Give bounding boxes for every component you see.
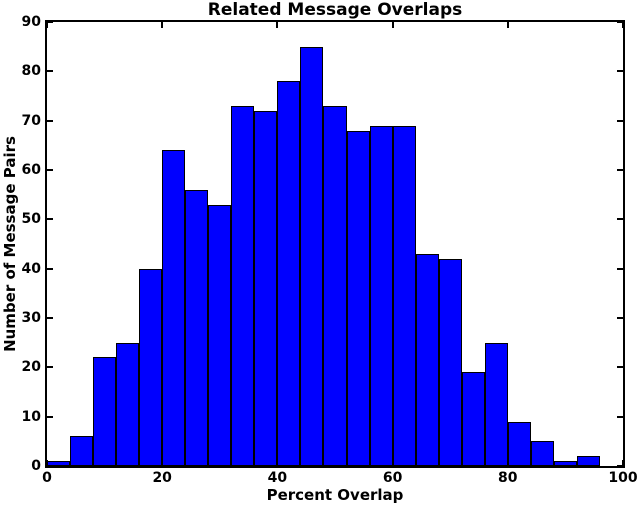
tick-mark: [617, 267, 623, 270]
tick-mark: [617, 119, 623, 122]
histogram-bar: [553, 461, 577, 466]
x-tick-label: 60: [382, 470, 403, 486]
y-tick-label: 40: [21, 260, 41, 277]
tick-mark: [391, 22, 394, 28]
histogram-bar: [139, 268, 163, 466]
y-tick-label: 80: [21, 63, 41, 80]
y-tick-label: 20: [21, 359, 41, 376]
histogram-bar: [507, 421, 531, 466]
tick-mark: [47, 317, 53, 319]
tick-mark: [161, 22, 164, 28]
y-tick-label: 10: [21, 408, 41, 425]
x-axis-label: Percent Overlap: [266, 486, 404, 504]
x-tick-label: 80: [498, 470, 518, 486]
y-tick-label: 30: [21, 310, 41, 326]
histogram-bar: [162, 150, 186, 466]
tick-mark: [617, 317, 623, 319]
tick-mark: [47, 218, 53, 221]
tick-mark: [47, 70, 53, 73]
tick-mark: [617, 366, 623, 369]
y-tick-label: 90: [21, 14, 41, 30]
tick-mark: [622, 460, 624, 466]
histogram-bar: [461, 372, 485, 466]
histogram-bar: [70, 436, 94, 466]
histogram-bar: [484, 342, 508, 466]
tick-mark: [47, 267, 53, 270]
tick-mark: [47, 119, 53, 122]
tick-mark: [622, 22, 624, 28]
histogram-bar: [576, 456, 600, 466]
histogram-bar: [254, 110, 278, 466]
x-tick-label: 0: [42, 470, 52, 486]
histogram-bar: [300, 46, 324, 466]
y-tick-label: 50: [21, 211, 41, 228]
tick-mark: [617, 465, 623, 467]
histogram-bar: [530, 441, 554, 466]
histogram-bar: [346, 130, 370, 466]
histogram-bar: [415, 253, 439, 466]
histogram-bar: [438, 258, 462, 466]
tick-mark: [47, 21, 53, 23]
histogram-bar: [392, 125, 416, 466]
histogram-bar: [93, 357, 117, 466]
y-tick-label: 0: [31, 458, 41, 474]
tick-mark: [617, 169, 623, 171]
histogram-bar: [231, 105, 255, 466]
tick-mark: [276, 22, 279, 28]
histogram-bar: [185, 189, 209, 466]
histogram-bar: [47, 461, 71, 466]
histogram-bar: [116, 342, 140, 466]
y-tick-label: 60: [21, 162, 41, 178]
tick-mark: [617, 415, 623, 418]
tick-mark: [617, 21, 623, 23]
plot-area: [45, 20, 625, 468]
x-tick-label: 40: [267, 470, 288, 486]
tick-mark: [47, 366, 53, 369]
tick-mark: [506, 22, 509, 28]
histogram-bar: [277, 81, 301, 466]
histogram-bar: [208, 204, 232, 466]
x-tick-label: 100: [608, 470, 638, 486]
tick-mark: [47, 415, 53, 418]
tick-mark: [617, 218, 623, 221]
y-tick-label: 70: [21, 112, 41, 129]
tick-mark: [617, 70, 623, 73]
chart-title: Related Message Overlaps: [207, 0, 463, 20]
tick-mark: [47, 465, 53, 467]
tick-mark: [46, 22, 48, 28]
tick-mark: [47, 169, 53, 171]
x-tick-label: 20: [152, 470, 172, 486]
histogram-bar: [323, 105, 347, 466]
histogram-bar: [369, 125, 393, 466]
